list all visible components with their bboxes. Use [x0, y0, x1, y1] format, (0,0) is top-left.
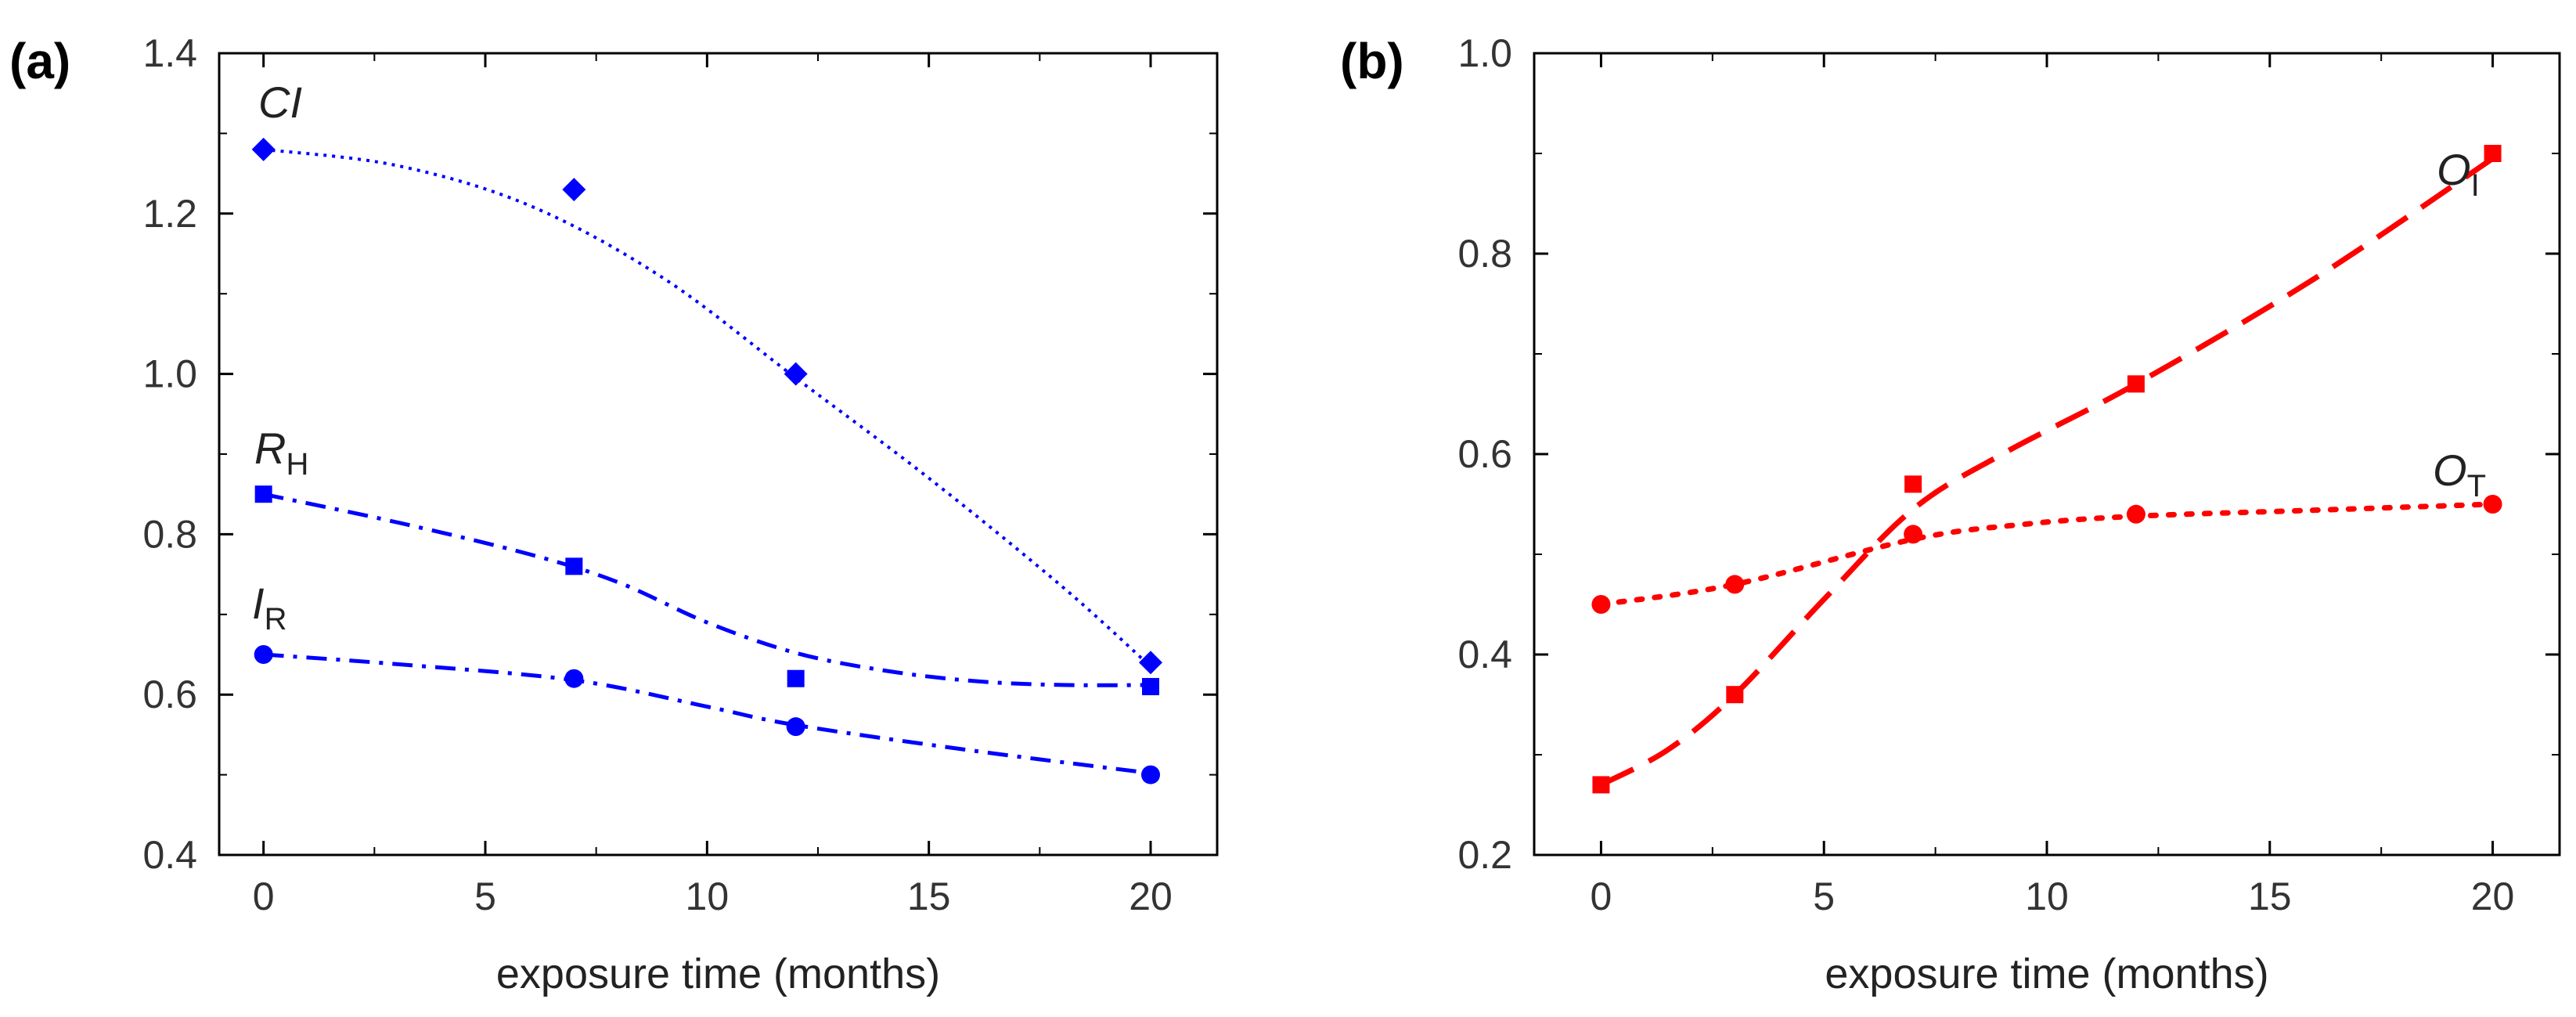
data-point-OI: [1904, 475, 1922, 493]
data-point-CI: [251, 137, 276, 161]
data-point-RH: [565, 557, 583, 575]
x-tick-label: 0: [253, 875, 275, 918]
series-label-RH: RH: [254, 424, 308, 481]
x-axis-title: exposure time (months): [1825, 950, 2268, 997]
x-tick-label: 5: [474, 875, 496, 918]
series-label-CI: CI: [258, 78, 302, 127]
x-tick-label: 20: [2471, 875, 2515, 918]
data-point-IR: [564, 669, 584, 688]
data-point-CI: [784, 362, 808, 386]
x-tick-label: 0: [1591, 875, 1612, 918]
data-point-CI: [1139, 651, 1162, 675]
data-point-OT: [1725, 575, 1745, 594]
data-point-OT: [2126, 504, 2145, 524]
x-tick-label: 20: [1129, 875, 1173, 918]
data-point-IR: [254, 645, 273, 664]
fit-line-RH: [263, 492, 1151, 687]
data-point-OI: [1726, 686, 1744, 704]
x-tick-label: 10: [2025, 875, 2069, 918]
data-point-RH: [254, 485, 272, 503]
y-tick-label: 0.8: [1457, 232, 1512, 276]
data-point-RH: [1142, 677, 1159, 695]
data-point-OI: [1592, 776, 1610, 794]
x-tick-label: 10: [686, 875, 730, 918]
chart-panel-1: (b) 0 5 10 15 20 0.2 0.4 0.6 0.8 1.0 exposure time …: [1340, 31, 2561, 997]
y-tick-label: 0.6: [142, 673, 197, 716]
fit-line-OI: [1599, 156, 2495, 788]
data-point-OI: [2127, 375, 2145, 393]
y-tick-label: 1.4: [142, 31, 197, 75]
y-tick-label: 0.2: [1457, 833, 1512, 877]
data-point-CI: [562, 178, 586, 202]
data-point-IR: [786, 717, 805, 737]
y-tick-label: 1.2: [142, 192, 197, 236]
data-point-OI: [2484, 145, 2502, 162]
data-point-OT: [1904, 525, 1923, 544]
panel-label: (a): [9, 33, 70, 89]
plot-frame: [1533, 52, 2561, 857]
series-label-OI: OI: [2437, 145, 2480, 203]
series-CI: [251, 137, 1162, 675]
fit-line-OT: [1598, 501, 2496, 608]
x-axis-title: exposure time (months): [496, 950, 940, 997]
chart-panel-0: (a) 0 5 10 15 20 0.4 0.6 0.8 1.0 1.2 1.4 exposure ti…: [9, 31, 1219, 997]
panel-label: (b): [1340, 33, 1404, 89]
y-tick-label: 1.0: [142, 352, 197, 396]
x-tick-label: 5: [1813, 875, 1835, 918]
y-tick-label: 0.4: [1457, 633, 1512, 676]
x-tick-label: 15: [907, 875, 951, 918]
series-OI: [1592, 145, 2502, 794]
series-RH: [254, 485, 1159, 695]
y-tick-label: 0.8: [142, 512, 197, 556]
fit-line-CI: [263, 147, 1152, 668]
x-tick-label: 15: [2248, 875, 2292, 918]
data-point-OT: [2483, 495, 2502, 514]
y-tick-label: 0.4: [142, 833, 197, 877]
data-point-OT: [1591, 595, 1611, 614]
series-OT: [1591, 495, 2502, 614]
data-point-IR: [1141, 765, 1160, 784]
y-tick-label: 1.0: [1457, 31, 1512, 75]
fit-line-IR: [263, 652, 1151, 776]
plot-frame: [218, 52, 1219, 857]
y-tick-label: 0.6: [1457, 432, 1512, 476]
series-IR: [254, 645, 1160, 784]
data-point-RH: [787, 669, 805, 687]
series-label-OT: OT: [2433, 445, 2486, 503]
series-label-IR: IR: [252, 579, 286, 637]
